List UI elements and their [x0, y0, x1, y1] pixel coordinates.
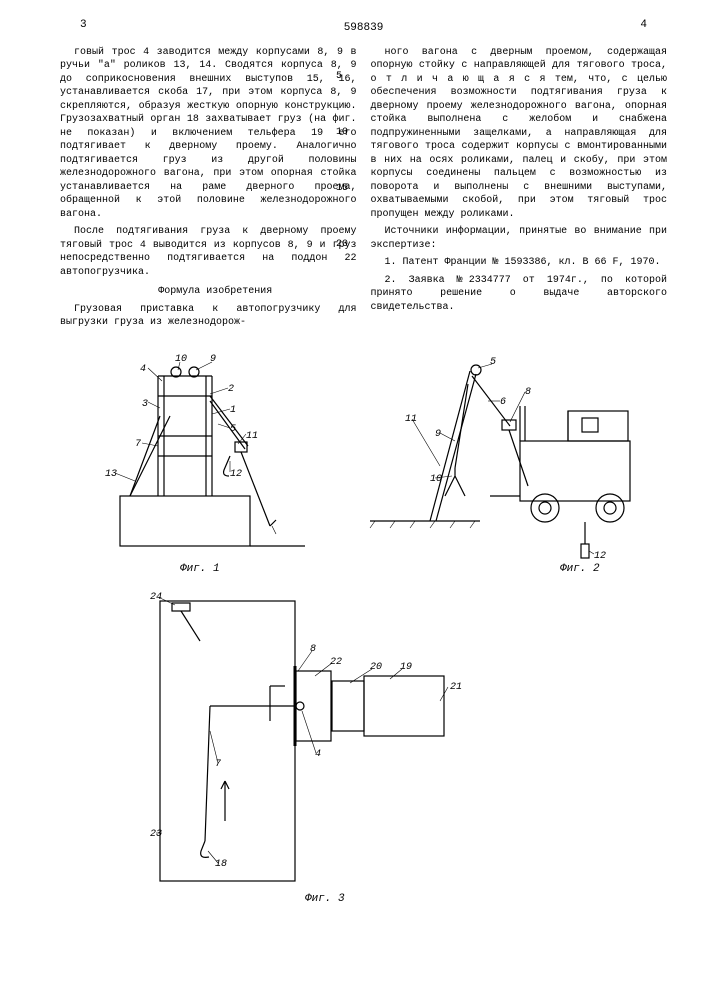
fig3-label-8: 8 — [310, 644, 316, 655]
page-num-left: 3 — [80, 18, 87, 33]
source-1: 1. Патент Франции № 1593386, кл. B 66 F,… — [371, 256, 668, 270]
fig1-label-3: 3 — [142, 399, 148, 410]
source-2: 2. Заявка №2334777 от 1974г., по которой… — [371, 274, 668, 315]
formula-title: Формула изобретения — [60, 285, 357, 299]
fig1-caption: Фиг. 1 — [180, 563, 220, 575]
page-num-right: 4 — [640, 18, 647, 33]
fig2-label-9: 9 — [435, 429, 441, 440]
fig1-label-10: 12 — [230, 469, 242, 480]
fig1-label-4: 4 — [140, 364, 146, 375]
left-para-1: говый трос 4 заводится между корпусами 8… — [60, 46, 357, 222]
fig2-label-6: 6 — [500, 397, 506, 408]
fig3-label-4: 4 — [315, 749, 321, 760]
column-left: говый трос 4 заводится между корпусами 8… — [60, 46, 357, 334]
line-num-10: 10 — [336, 126, 348, 140]
fig3-caption: Фиг. 3 — [305, 893, 345, 905]
sources-title: Источники информации, принятые во вниман… — [371, 225, 668, 252]
fig2-caption: Фиг. 2 — [560, 563, 600, 575]
fig1-label-13: 13 — [105, 469, 117, 480]
line-num-15: 15 — [336, 182, 348, 196]
fig1-label-7: 7 — [135, 439, 141, 450]
fig3-label-24: 24 — [150, 592, 162, 603]
figure-1: 10 9 4 3 7 13 2 1 5 11 12 Фиг. 1 — [80, 346, 310, 576]
fig1-label-9: 10 — [175, 354, 187, 365]
fig1-label-1: 1 — [230, 405, 236, 416]
fig1-label-5: 5 — [230, 424, 236, 435]
line-num-5: 5 — [336, 70, 342, 84]
left-para-3: Грузовая приставка к автопогрузчику для … — [60, 303, 357, 330]
patent-number: 598839 — [60, 21, 667, 36]
page-header: 3 4 598839 — [60, 18, 667, 36]
fig1-label-2: 2 — [228, 384, 234, 395]
figure-2: 5 8 6 9 11 10 12 Фиг. 2 — [360, 346, 660, 576]
fig2-label-8: 8 — [525, 387, 531, 398]
fig3-label-21: 21 — [450, 682, 462, 693]
fig2-label-10: 10 — [430, 474, 442, 485]
fig3-label-23: 23 — [150, 829, 162, 840]
column-right: ного вагона с дверным проемом, содержаща… — [371, 46, 668, 334]
fig3-label-19: 19 — [400, 662, 412, 673]
fig2-label-5: 5 — [490, 357, 496, 368]
fig1-label-8: 9 — [210, 354, 216, 365]
fig3-label-20: 20 — [370, 662, 382, 673]
figures-area: 10 9 4 3 7 13 2 1 5 11 12 Фиг. 1 — [60, 346, 667, 906]
line-num-20: 20 — [336, 238, 348, 252]
fig1-label-11: 11 — [246, 431, 258, 442]
right-para-1: ного вагона с дверным проемом, содержаща… — [371, 46, 668, 222]
fig3-label-22: 22 — [330, 657, 342, 668]
fig3-label-18: 18 — [215, 859, 227, 870]
fig2-label-12: 12 — [594, 551, 606, 562]
fig3-label-7: 7 — [215, 759, 221, 770]
fig2-label-11: 11 — [405, 414, 417, 425]
figure-3: 24 8 22 20 19 21 4 7 23 18 Фиг. 3 — [120, 581, 540, 911]
left-para-2: После подтягивания груза к дверному прое… — [60, 225, 357, 279]
text-columns: говый трос 4 заводится между корпусами 8… — [60, 46, 667, 334]
